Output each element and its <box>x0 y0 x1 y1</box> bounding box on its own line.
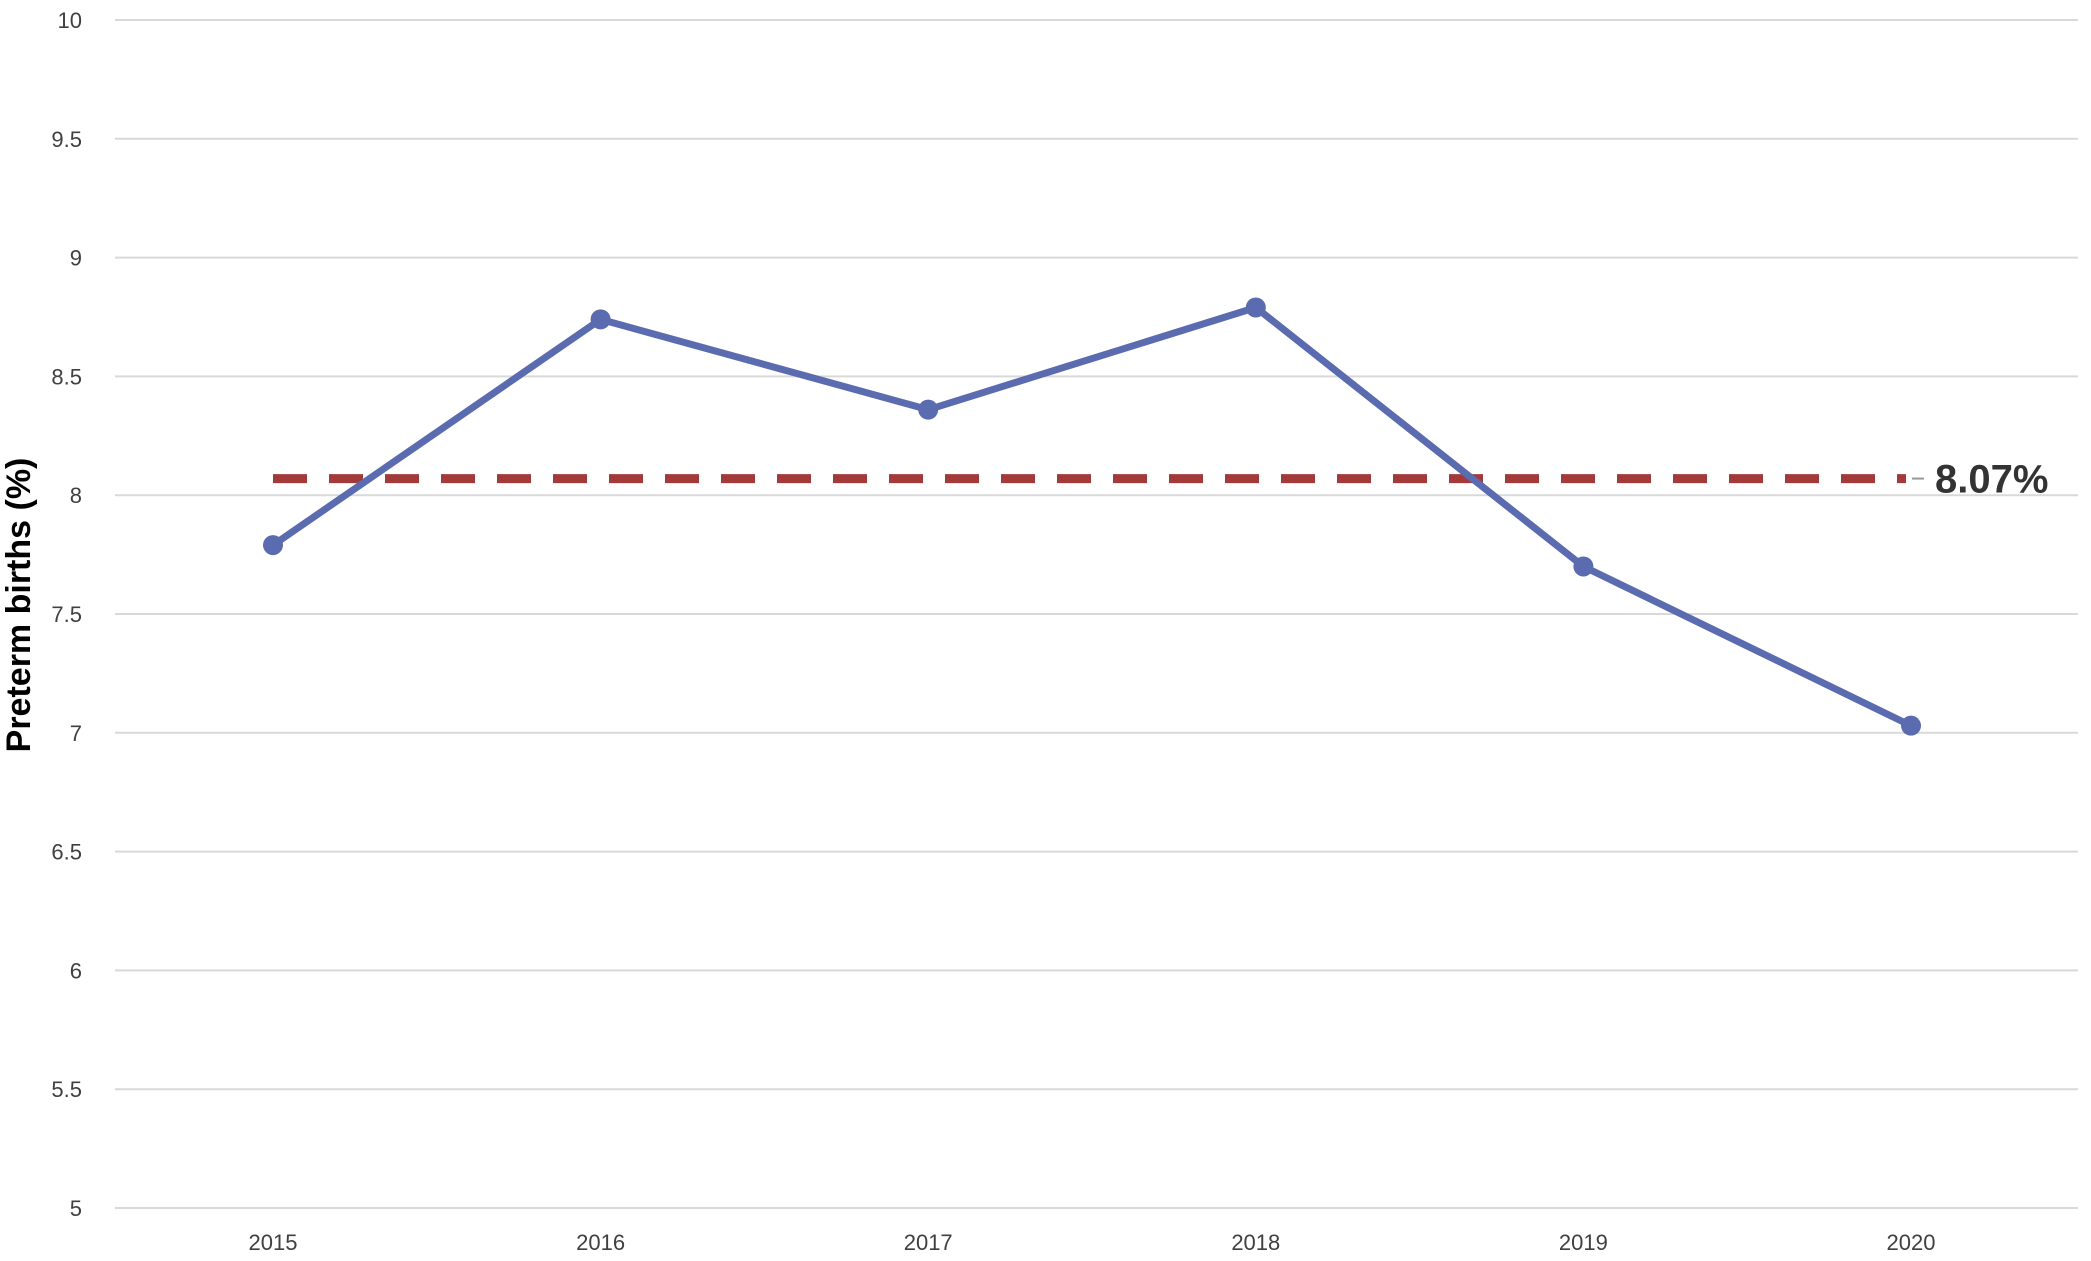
y-tick-label: 9.5 <box>51 127 82 152</box>
x-tick-label: 2018 <box>1231 1230 1280 1255</box>
data-point <box>1901 715 1921 736</box>
y-tick-label: 6.5 <box>51 840 82 865</box>
y-tick-label: 9 <box>70 246 82 271</box>
y-tick-label: 5.5 <box>51 1077 82 1102</box>
x-tick-label: 2015 <box>249 1230 298 1255</box>
x-axis-ticks: 2015 2016 2017 2018 2019 2020 <box>249 1230 1936 1255</box>
data-point <box>263 535 283 556</box>
y-tick-label: 6 <box>70 958 82 983</box>
data-point <box>918 399 939 420</box>
gridlines <box>115 19 2078 1209</box>
data-point <box>1573 556 1594 577</box>
y-tick-label: 10 <box>58 8 82 33</box>
y-tick-label: 7.5 <box>51 602 82 627</box>
series-group <box>263 297 1921 736</box>
data-point <box>590 309 611 330</box>
x-tick-label: 2019 <box>1559 1230 1608 1255</box>
x-tick-label: 2020 <box>1887 1230 1936 1255</box>
x-tick-label: 2017 <box>904 1230 953 1255</box>
reference-line-label: 8.07% <box>1935 458 2048 502</box>
y-tick-label: 8.5 <box>51 364 82 389</box>
x-tick-label: 2016 <box>576 1230 625 1255</box>
series-line <box>269 303 1915 730</box>
y-axis-title: Preterm births (%) <box>0 458 38 753</box>
reference-line-group: 8.07% <box>273 458 2048 502</box>
y-tick-label: 8 <box>70 483 82 508</box>
y-tick-label: 7 <box>70 721 82 746</box>
y-tick-label: 5 <box>70 1196 82 1221</box>
data-point <box>1245 297 1266 318</box>
y-axis-ticks: 5 5.5 6 6.5 7 7.5 8 8.5 9 9.5 10 <box>51 8 82 1221</box>
